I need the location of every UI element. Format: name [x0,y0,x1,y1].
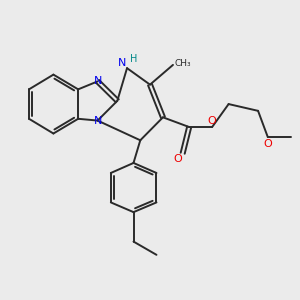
Text: N: N [93,116,102,126]
Text: H: H [130,54,137,64]
Text: O: O [208,116,217,126]
Text: N: N [93,76,102,86]
Text: CH₃: CH₃ [175,59,192,68]
Text: O: O [263,139,272,148]
Text: N: N [118,58,126,68]
Text: O: O [173,154,182,164]
